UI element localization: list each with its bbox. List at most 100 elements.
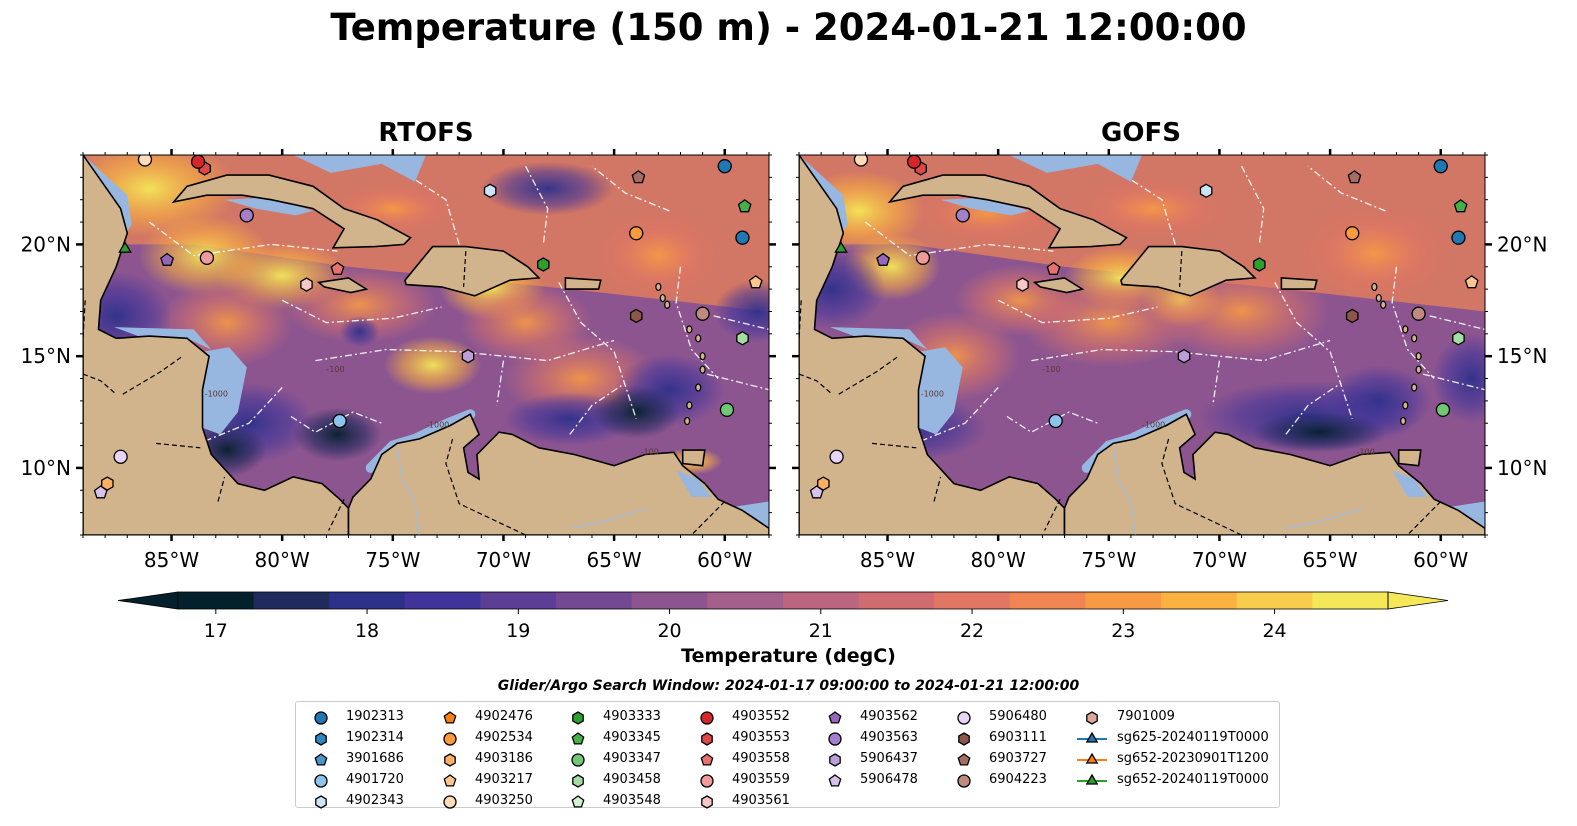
eez-boundary <box>1285 382 1342 435</box>
legend-item: 4903558 <box>690 748 790 769</box>
colorbar: 17 18 19 20 21 22 23 24 <box>117 591 1449 642</box>
legend-symbol <box>315 731 327 746</box>
legend-marker-icon <box>1077 773 1107 785</box>
island <box>1411 334 1418 343</box>
legend-item: 3901686 <box>304 748 404 769</box>
float-marker <box>332 413 347 429</box>
orinoco-delta <box>676 470 712 497</box>
country-border <box>445 438 526 535</box>
legend-symbol <box>443 773 457 787</box>
shelf-water <box>224 197 314 216</box>
legend-symbol <box>572 773 584 788</box>
legend-marker-icon <box>443 710 457 724</box>
legend-marker-icon <box>829 752 841 767</box>
island <box>1400 416 1407 426</box>
float-marker <box>137 155 153 167</box>
eez-boundary <box>1307 165 1386 212</box>
temperature-patch <box>1252 412 1386 453</box>
float-marker <box>1177 348 1191 364</box>
legend-label: 4903562 <box>860 709 918 724</box>
float-marker <box>461 348 475 364</box>
legend-marker-icon <box>957 773 971 788</box>
map-panel-rtofs: -100 -100 -1000 -1000 85°W 80°W 75°W 70°W 65°W 60… <box>21 149 776 572</box>
orinoco-delta <box>1392 470 1428 497</box>
float-marker <box>239 208 254 223</box>
legend-label: 6903727 <box>989 751 1047 766</box>
legend-item: 4903563 <box>818 727 918 748</box>
legend-label: 5906480 <box>989 709 1047 724</box>
float-marker <box>955 208 970 223</box>
island <box>1402 401 1409 410</box>
eez-boundary <box>1391 266 1435 379</box>
temperature-patch <box>1020 277 1198 368</box>
island <box>686 325 693 334</box>
float-marker <box>199 250 215 265</box>
eez-boundary <box>149 221 338 257</box>
eez-boundary <box>997 299 1158 324</box>
float-marker <box>1347 170 1362 184</box>
colorbar-tick-label: 24 <box>1262 620 1286 642</box>
river <box>396 445 421 535</box>
legend: 1902313 1902314 3901686 4901720 4902343 49024… <box>295 701 1280 811</box>
legend-label: 5906437 <box>860 751 918 766</box>
colorbar-extend-high <box>1387 591 1449 610</box>
contour-label: -100 <box>1042 365 1060 374</box>
float-marker <box>748 275 763 289</box>
legend-symbol <box>700 710 714 725</box>
legend-marker-icon <box>314 710 328 725</box>
legend-symbol <box>700 752 714 766</box>
eez-boundary <box>591 165 670 212</box>
legend-symbol <box>314 710 328 725</box>
float-marker <box>629 226 644 241</box>
axis-ticks: 85°W 80°W 75°W 70°W 65°W 60°W 20°N 15°N 10°N <box>792 149 1547 572</box>
legend-symbol <box>571 794 585 808</box>
eez-boundary <box>315 339 615 362</box>
legend-item: 4903217 <box>433 769 533 790</box>
country-border <box>838 355 899 395</box>
land <box>799 155 1066 535</box>
land <box>171 174 412 249</box>
legend-item: 4902476 <box>433 706 533 727</box>
legend-symbol <box>314 752 328 766</box>
country-border <box>933 476 942 502</box>
temperature-patch <box>713 280 769 343</box>
colorbar-segment <box>1009 592 1086 609</box>
legend-marker-icon <box>314 773 328 788</box>
lon-tick-label: 70°W <box>476 548 531 572</box>
axis-ticks: 85°W 80°W 75°W 70°W 65°W 60°W 20°N 15°N 10°N <box>21 149 776 572</box>
island <box>1415 352 1422 361</box>
land <box>347 413 769 535</box>
float-marker <box>1464 275 1479 289</box>
legend-label: 3901686 <box>346 751 404 766</box>
eez-boundary <box>706 373 769 391</box>
country-border <box>1179 251 1183 287</box>
country-border <box>122 355 183 395</box>
island <box>684 416 691 426</box>
legend-marker-icon <box>315 794 327 809</box>
float-marker <box>737 199 752 213</box>
float-marker <box>118 241 132 253</box>
lon-tick-label: 80°W <box>971 548 1026 572</box>
legend-symbol <box>443 794 457 809</box>
legend-symbol <box>957 752 971 766</box>
float-marker <box>906 155 922 169</box>
legend-symbol <box>571 731 585 745</box>
colorbar-frame <box>177 591 1389 610</box>
shelf-water <box>918 347 963 435</box>
legend-symbol <box>443 731 457 746</box>
temperature-patch <box>591 210 725 301</box>
legend-item: sg652-20230901T1200 <box>1075 748 1269 769</box>
legend-item: 4903561 <box>690 790 790 811</box>
legend-symbol <box>571 752 585 767</box>
eez-boundary <box>713 315 769 331</box>
legend-label: 4903553 <box>732 730 790 745</box>
eez-boundary <box>1130 179 1176 245</box>
colorbar-tick-label: 19 <box>506 620 530 642</box>
float-marker <box>915 250 931 265</box>
colorbar-tick-label: 20 <box>657 620 681 642</box>
island <box>1380 300 1387 309</box>
country-border <box>328 498 345 531</box>
land <box>1063 413 1485 535</box>
temperature-patch <box>293 407 382 462</box>
legend-item: 6904223 <box>947 769 1047 790</box>
